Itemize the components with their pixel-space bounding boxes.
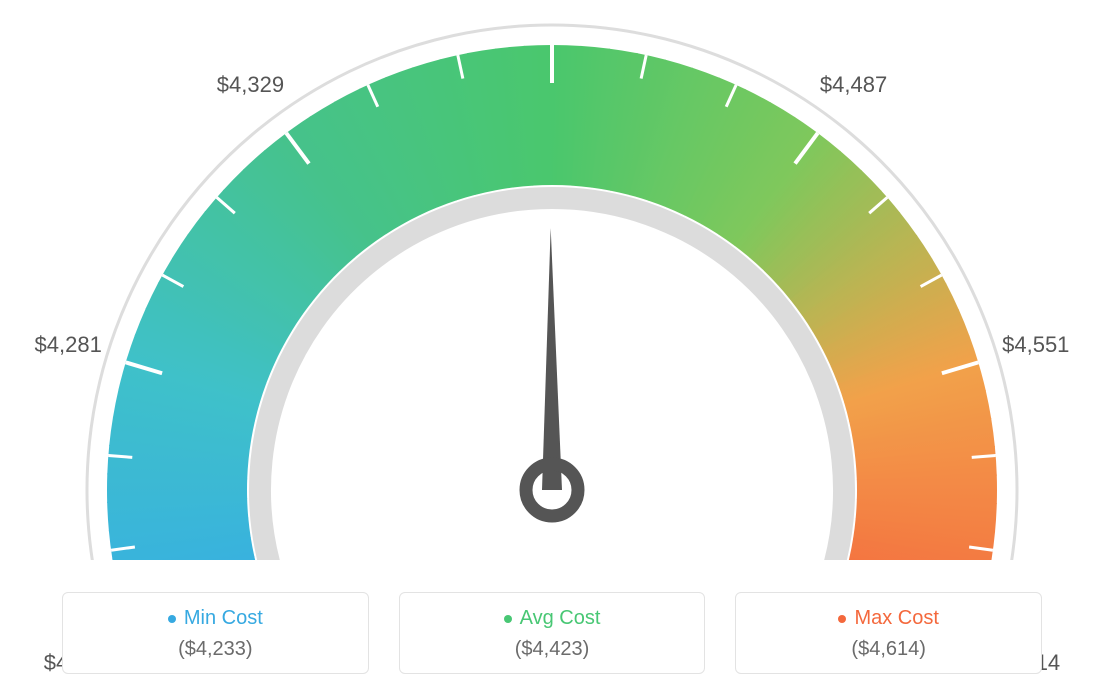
legend-row: Min Cost ($4,233) Avg Cost ($4,423) Max …	[62, 592, 1042, 674]
legend-title-max: Max Cost	[838, 607, 938, 630]
dot-icon	[838, 615, 846, 623]
tick-label: $4,487	[820, 72, 887, 98]
tick-label: $4,329	[217, 72, 284, 98]
tick-label: $4,551	[1002, 332, 1069, 358]
needle	[542, 228, 562, 490]
dot-icon	[504, 615, 512, 623]
legend-title-avg: Avg Cost	[504, 607, 601, 630]
cost-gauge-container: $4,233$4,281$4,329$4,423$4,487$4,551$4,6…	[0, 0, 1104, 690]
dot-icon	[168, 615, 176, 623]
legend-label: Max Cost	[854, 607, 938, 630]
legend-value: ($4,233)	[73, 638, 358, 661]
legend-label: Avg Cost	[520, 607, 601, 630]
legend-card-max: Max Cost ($4,614)	[735, 592, 1042, 674]
gauge-svg	[0, 0, 1104, 560]
legend-title-min: Min Cost	[168, 607, 263, 630]
legend-card-min: Min Cost ($4,233)	[62, 592, 369, 674]
gauge-chart: $4,233$4,281$4,329$4,423$4,487$4,551$4,6…	[0, 0, 1104, 560]
legend-value: ($4,423)	[410, 638, 695, 661]
legend-value: ($4,614)	[746, 638, 1031, 661]
legend-card-avg: Avg Cost ($4,423)	[399, 592, 706, 674]
legend-label: Min Cost	[184, 607, 263, 630]
tick-label: $4,281	[35, 332, 102, 358]
